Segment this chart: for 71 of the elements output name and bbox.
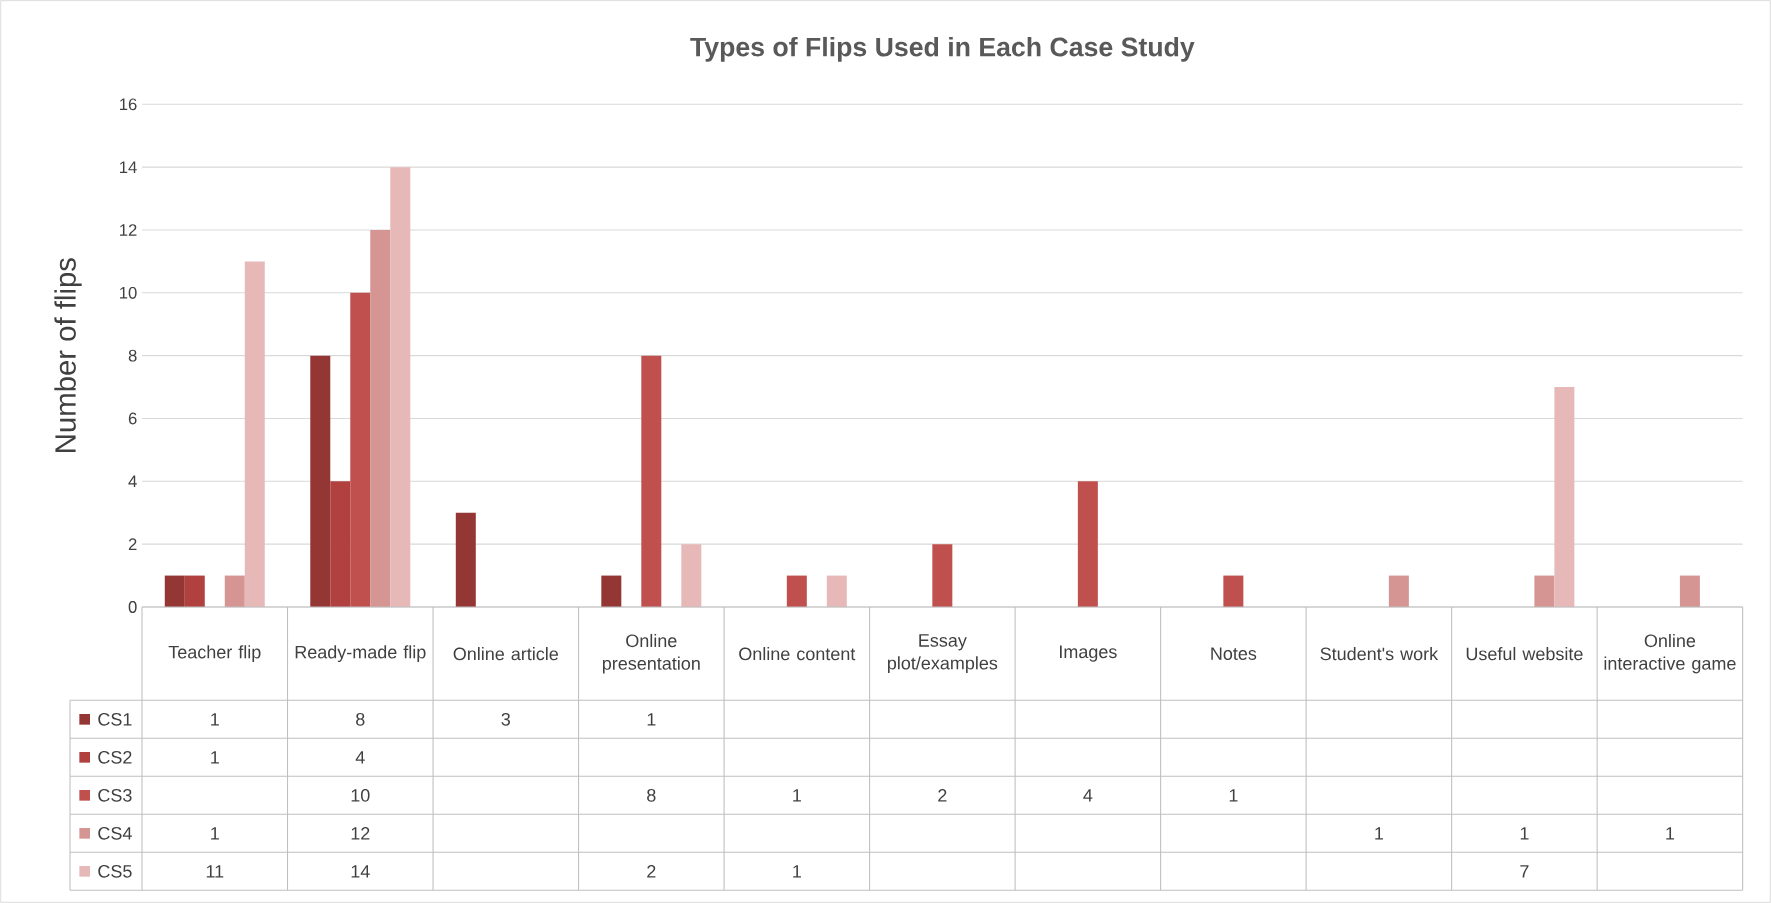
data-label: 8 — [647, 788, 656, 802]
x-tick-label: Teacher flip — [168, 645, 261, 663]
bar — [184, 575, 205, 607]
data-label: 1 — [1666, 827, 1675, 840]
y-tick-label: 16 — [120, 98, 137, 111]
data-label: 1 — [1520, 827, 1529, 840]
bar — [1554, 387, 1575, 607]
data-label: 1 — [211, 751, 219, 764]
bar — [1388, 575, 1409, 607]
data-label: 2 — [938, 789, 947, 802]
bar — [455, 512, 476, 607]
y-tick-label: 2 — [128, 538, 137, 550]
bar — [224, 575, 245, 607]
legend-label: CS5 — [98, 864, 132, 878]
chart-title: Types of Flips Used in Each Case Study — [690, 36, 1195, 62]
bar — [1077, 481, 1098, 607]
legend-label: CS2 — [98, 750, 132, 764]
legend-label: CS4 — [98, 826, 132, 840]
y-tick-label: 8 — [128, 349, 137, 362]
y-tick-label: 6 — [128, 412, 137, 425]
data-label: 2 — [647, 865, 656, 878]
data-label: 3 — [501, 712, 511, 726]
y-tick-label: 10 — [120, 286, 137, 299]
x-tick-label: Useful website — [1466, 647, 1583, 661]
bar — [1534, 575, 1555, 607]
x-tick-label: Images — [1060, 645, 1117, 662]
x-tick-label: Essay plot/examples — [887, 634, 998, 674]
bar — [330, 481, 351, 607]
bar — [1223, 575, 1244, 607]
data-label: 1 — [211, 713, 219, 726]
x-tick-label: Student's work — [1320, 647, 1439, 661]
x-tick-label: Online presentation — [602, 633, 700, 674]
x-tick-label: Ready-made flip — [295, 645, 426, 663]
bar — [370, 229, 391, 607]
legend-label: CS3 — [98, 788, 132, 802]
bar — [310, 355, 331, 607]
bar — [244, 261, 265, 607]
bar — [601, 575, 622, 607]
y-tick-label: 12 — [120, 224, 137, 236]
bar — [932, 544, 953, 607]
data-label: 1 — [647, 713, 656, 726]
x-tick-label: Online article — [453, 647, 559, 661]
data-label: 4 — [1083, 789, 1093, 802]
bar — [1679, 575, 1700, 607]
data-label: 1 — [793, 789, 801, 802]
legend-label: CS1 — [98, 712, 132, 726]
data-label: 7 — [1520, 865, 1529, 878]
bar — [641, 355, 662, 607]
data-label: 1 — [1375, 827, 1384, 840]
bar — [350, 292, 371, 607]
y-tick-label: 0 — [128, 601, 137, 613]
bar — [826, 575, 847, 607]
data-label: 12 — [351, 827, 370, 840]
data-label: 1 — [793, 865, 801, 878]
data-label: 1 — [1229, 789, 1238, 802]
data-label: 1 — [211, 827, 219, 840]
data-label: 11 — [206, 865, 224, 878]
bar — [390, 167, 411, 607]
bar — [164, 575, 185, 607]
x-tick-label: Online content — [739, 647, 856, 661]
data-label: 14 — [351, 865, 370, 878]
x-tick-label: Online interactive game — [1604, 633, 1736, 674]
y-tick-label: 4 — [128, 475, 137, 488]
bar — [681, 544, 702, 607]
y-tick-label: 14 — [120, 161, 137, 173]
data-label: 10 — [351, 788, 370, 802]
y-axis-title: Number of flips — [54, 258, 82, 452]
data-label: 8 — [356, 712, 365, 726]
x-tick-label: Notes — [1211, 647, 1257, 660]
data-label: 4 — [355, 751, 365, 764]
bar — [786, 575, 807, 607]
